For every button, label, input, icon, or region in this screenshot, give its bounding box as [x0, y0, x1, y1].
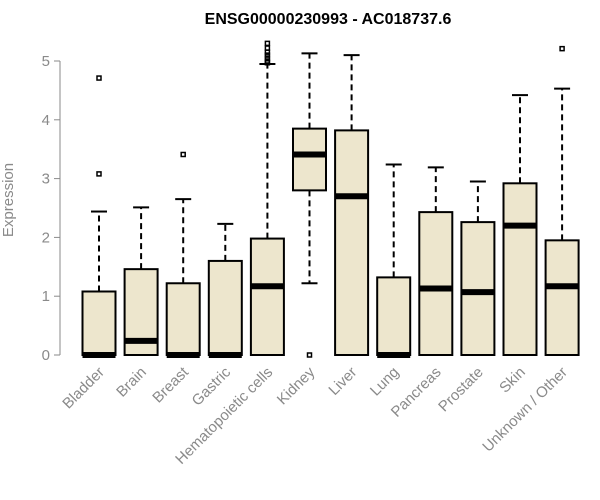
outlier-point — [264, 52, 271, 58]
outlier-point — [264, 55, 271, 61]
y-tick-label: 3 — [42, 171, 50, 188]
y-tick-label: 2 — [42, 229, 50, 246]
box-prostate — [460, 221, 496, 356]
box-liver — [334, 129, 370, 356]
y-tick-label: 1 — [42, 288, 50, 305]
y-tick-label: 5 — [42, 53, 50, 70]
box-lung — [376, 276, 412, 356]
x-tick-label: Liver — [325, 364, 360, 399]
box-breast — [165, 282, 201, 357]
chart-title: ENSG00000230993 - AC018737.6 — [205, 11, 452, 28]
box-skin — [502, 182, 538, 356]
outlier-point — [264, 45, 271, 51]
box-pancreas — [418, 211, 454, 356]
x-tick-label: Kidney — [274, 363, 319, 408]
box-gastric — [207, 259, 243, 357]
box-kidney — [292, 127, 327, 192]
outlier-point — [96, 171, 102, 177]
box-bladder — [81, 290, 117, 357]
box-hematopoietic-cells — [249, 237, 285, 357]
outlier-point — [306, 352, 313, 358]
x-tick-label: Breast — [149, 363, 192, 406]
x-tick-label: Lung — [367, 364, 403, 400]
outlier-point — [264, 58, 271, 64]
outlier-point — [559, 45, 565, 52]
outlier-point — [96, 75, 102, 81]
x-tick-label: Brain — [113, 364, 150, 401]
x-tick-label: Skin — [496, 364, 529, 397]
y-tick-label: 0 — [42, 347, 50, 364]
y-tick-label: 4 — [42, 112, 50, 129]
outlier-point — [180, 151, 186, 158]
x-tick-label: Prostate — [435, 364, 487, 416]
box-unknown-other — [544, 239, 580, 356]
x-tick-label: Bladder — [59, 364, 108, 413]
outlier-point — [264, 40, 271, 47]
y-axis-label: Expression — [0, 163, 17, 237]
